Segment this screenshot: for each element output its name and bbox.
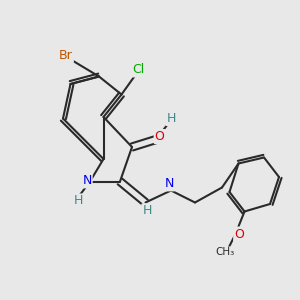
Text: N: N <box>82 174 92 188</box>
Text: N: N <box>165 177 174 190</box>
Text: Br: Br <box>59 49 73 62</box>
Text: H: H <box>73 194 83 208</box>
Text: CH₃: CH₃ <box>215 247 235 257</box>
Text: Cl: Cl <box>132 63 144 76</box>
Text: H: H <box>142 204 152 218</box>
Text: H: H <box>166 112 176 125</box>
Text: O: O <box>155 130 164 143</box>
Text: O: O <box>234 227 244 241</box>
